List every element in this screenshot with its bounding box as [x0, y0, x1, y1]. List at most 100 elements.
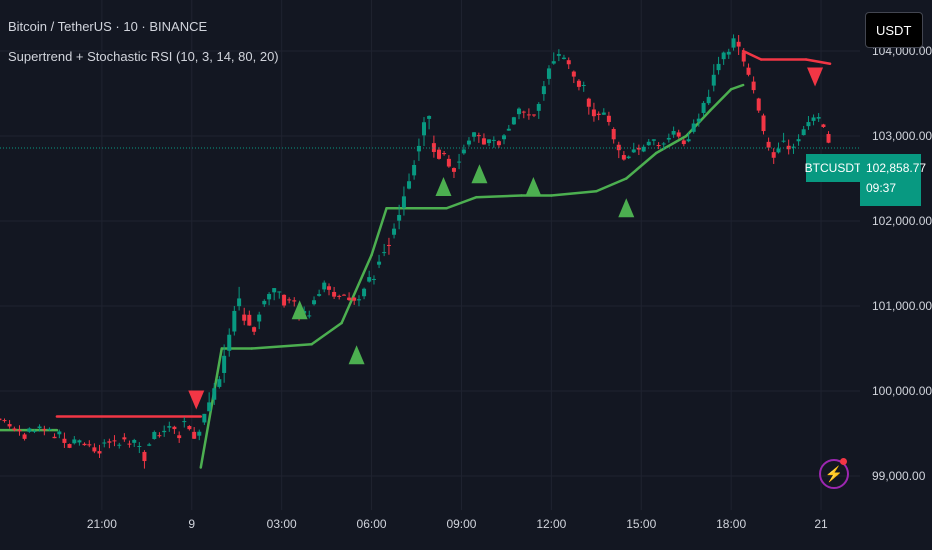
candle-body: [716, 63, 721, 71]
buy-signal-arrow: [291, 300, 308, 320]
candle-body: [546, 68, 551, 79]
candle: [551, 52, 556, 65]
candle-body: [377, 261, 382, 265]
candle-body: [681, 140, 686, 145]
supertrend-up-segment: [684, 109, 712, 138]
candle: [636, 144, 641, 156]
candle-body: [367, 277, 372, 282]
last-price-value: 102,858.77: [866, 161, 927, 175]
candle-body: [42, 429, 47, 431]
candle: [57, 429, 62, 439]
lightning-bolt-icon[interactable]: ⚡: [819, 459, 849, 489]
candle-body: [117, 444, 122, 446]
symbol-price-badge: BTCUSDT: [805, 154, 861, 182]
y-tick-label: 99,000.00: [872, 469, 926, 483]
candle: [621, 151, 626, 161]
candle-body: [392, 228, 397, 235]
candle: [466, 137, 471, 147]
candle-body: [382, 252, 387, 254]
candle-body: [227, 334, 232, 351]
candle-body: [786, 145, 791, 150]
candle: [147, 442, 152, 447]
candle: [506, 124, 511, 131]
signals: [188, 67, 824, 410]
candle: [536, 102, 541, 119]
candle: [811, 114, 816, 126]
candle-body: [127, 443, 132, 445]
candle-body: [476, 135, 481, 137]
supertrend-up-segment: [595, 177, 628, 193]
x-tick-label: 15:00: [626, 517, 656, 531]
candle: [312, 296, 317, 306]
candle-body: [566, 60, 571, 65]
chart-grid: [0, 0, 860, 510]
candle-body: [481, 138, 486, 145]
candle: [127, 440, 132, 448]
indicator-label[interactable]: Supertrend + Stochastic RSI (10, 3, 14, …: [8, 49, 279, 64]
candle: [601, 108, 606, 115]
candle-body: [646, 141, 651, 146]
candle-body: [701, 102, 706, 113]
candle-body: [596, 113, 601, 116]
candle-body: [247, 314, 252, 326]
candle: [182, 417, 187, 428]
candle-body: [337, 295, 342, 297]
candle-body: [277, 291, 282, 293]
y-axis[interactable]: 99,000.00 100,000.00 101,000.00 102,000.00 1…: [872, 44, 932, 483]
candle: [107, 438, 112, 449]
candle: [416, 138, 421, 161]
candle-body: [721, 52, 726, 60]
candle: [616, 141, 621, 159]
candle: [282, 294, 287, 308]
candle-body: [407, 181, 412, 189]
candle: [472, 132, 477, 142]
candle-body: [791, 146, 796, 148]
candle-body: [62, 438, 67, 443]
candle: [386, 237, 391, 255]
candle-body: [356, 299, 361, 301]
candle: [87, 440, 92, 448]
candle-body: [531, 114, 536, 116]
candle: [167, 421, 172, 432]
candle-body: [371, 278, 376, 280]
x-axis[interactable]: 21:00 9 03:00 06:00 09:00 12:00 15:00 18:00 21: [87, 517, 828, 531]
chart-title[interactable]: Bitcoin / TetherUS · 10 · BINANCE: [8, 19, 208, 34]
candle: [371, 275, 376, 285]
candle: [356, 295, 361, 307]
currency-button[interactable]: USDT: [865, 12, 923, 48]
candle-body: [571, 71, 576, 77]
candle: [756, 97, 761, 113]
candle-body: [327, 286, 332, 290]
candle: [77, 439, 82, 446]
candle: [606, 111, 611, 126]
candle: [42, 425, 47, 436]
candle-body: [197, 431, 202, 436]
candle: [476, 132, 481, 143]
candle: [641, 144, 646, 153]
candle-body: [431, 143, 436, 152]
candle: [791, 143, 796, 154]
candle-body: [187, 426, 192, 430]
candle-body: [67, 444, 72, 448]
candle-body: [736, 41, 741, 47]
candle-body: [541, 86, 546, 95]
candle-body: [506, 128, 511, 131]
candle: [322, 280, 327, 293]
buy-signal-arrow: [435, 177, 452, 196]
candle: [62, 432, 67, 448]
candle-body: [516, 108, 521, 115]
candle: [137, 442, 142, 454]
candle-body: [242, 314, 247, 321]
candle: [197, 429, 202, 441]
candle: [2, 418, 7, 423]
candle-body: [2, 420, 7, 422]
candle-body: [756, 98, 761, 111]
y-tick-label: 101,000.00: [872, 299, 932, 313]
candle-body: [726, 51, 731, 55]
candle-body: [292, 300, 297, 302]
candle-body: [57, 431, 62, 435]
candle-body: [436, 149, 441, 159]
supertrend-up-segment: [708, 88, 733, 112]
candle: [82, 442, 87, 446]
